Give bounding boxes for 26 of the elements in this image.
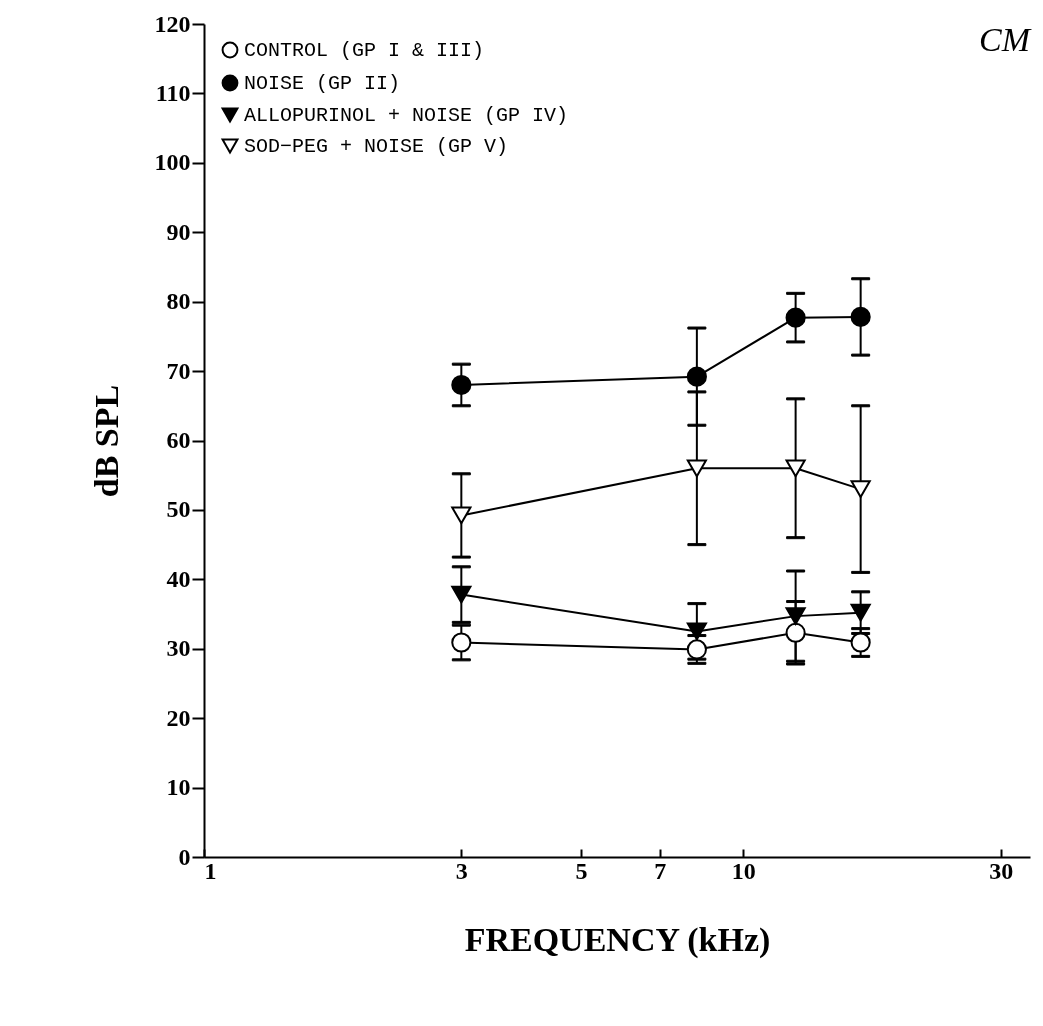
y-tick-label: 80 <box>166 288 191 315</box>
x-tick-label: 3 <box>455 857 468 884</box>
legend-label: CONTROL (GP I & III) <box>244 39 485 62</box>
x-tick-label: 1 <box>204 857 217 884</box>
y-tick-label: 0 <box>178 843 191 870</box>
y-axis-title: dB SPL <box>87 384 125 498</box>
x-tick-label: 7 <box>654 857 667 884</box>
legend-label: SOD−PEG + NOISE (GP V) <box>244 135 509 158</box>
x-axis-title: FREQUENCY (kHz) <box>464 920 771 959</box>
y-tick-label: 90 <box>166 218 191 245</box>
y-tick-label: 70 <box>166 357 191 384</box>
y-tick-label: 10 <box>166 774 191 801</box>
y-tick-label: 60 <box>166 427 191 453</box>
legend-label: NOISE (GP II) <box>244 72 401 95</box>
legend-label: ALLOPURINOL + NOISE (GP IV) <box>244 104 569 127</box>
y-tick-label: 20 <box>166 704 191 731</box>
y-tick-label: 50 <box>166 496 191 523</box>
y-tick-label: 100 <box>154 149 191 176</box>
annotation: CM <box>979 21 1032 58</box>
y-tick-label: 120 <box>154 10 191 37</box>
x-tick-label: 5 <box>575 857 588 884</box>
x-tick-label: 30 <box>989 857 1014 884</box>
x-tick-label: 10 <box>731 857 756 884</box>
y-tick-label: 30 <box>166 635 191 662</box>
y-tick-label: 40 <box>166 565 191 592</box>
y-tick-label: 110 <box>155 79 191 106</box>
